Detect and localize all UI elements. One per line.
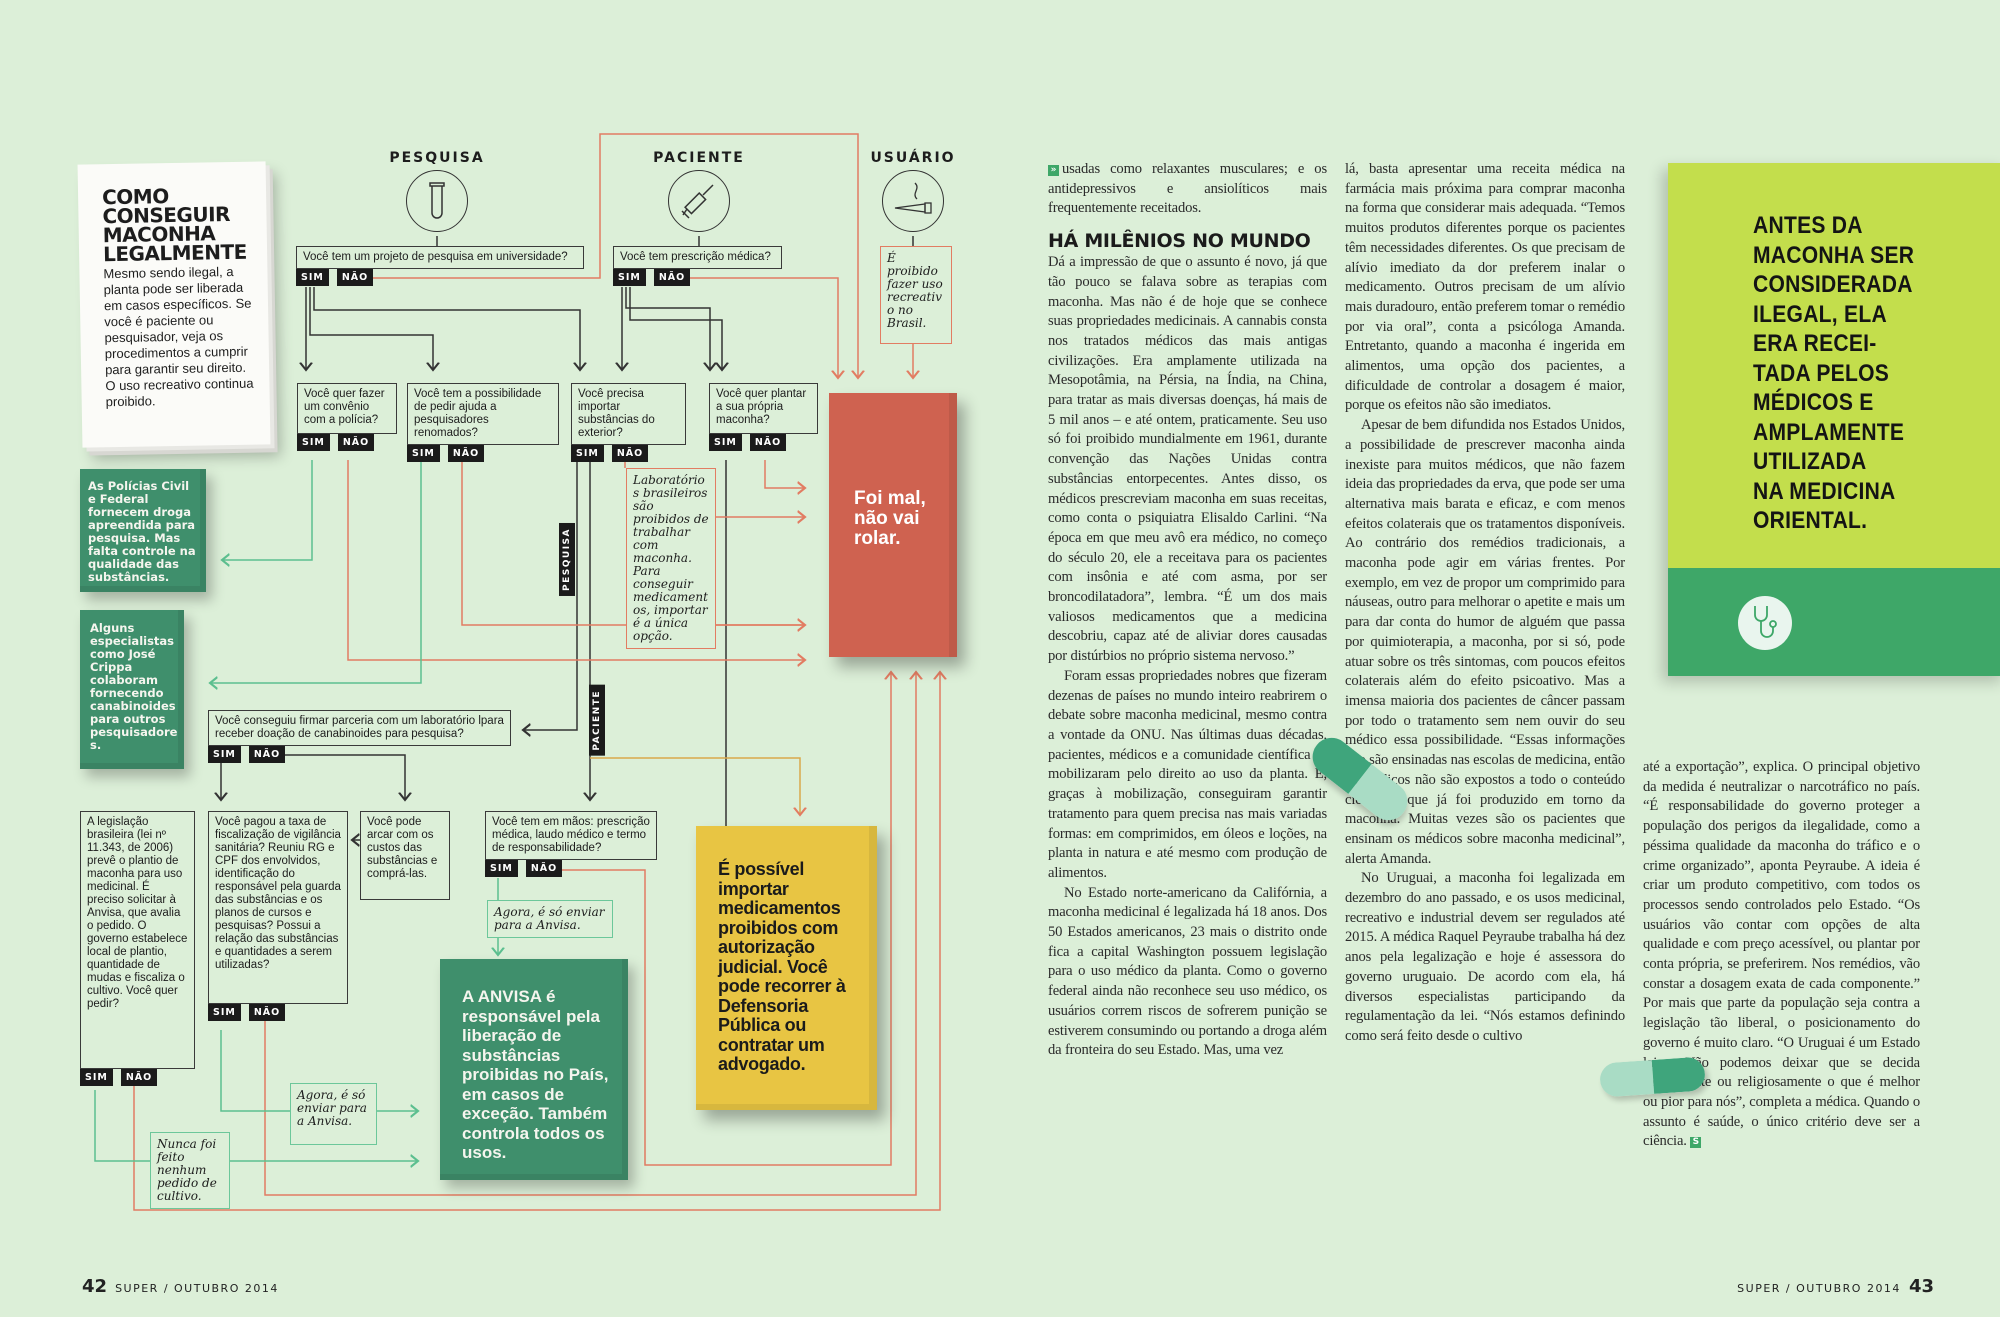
magazine-issue: SUPER / OUTUBRO 2014 (115, 1282, 279, 1295)
question-legislation: A legislação brasileira (lei nº 11.343, … (80, 811, 195, 1086)
pull-quote-text: ANTES DA MACONHA SER CONSIDERADA ILEGAL,… (1753, 212, 1915, 534)
no-button[interactable]: NÃO (337, 434, 375, 451)
article-column-1: » usadas como relaxantes musculares; e os… (1048, 160, 1327, 1061)
category-label: PESQUISA (389, 150, 485, 166)
no-button[interactable]: NÃO (749, 434, 787, 451)
cigarette-icon (882, 170, 944, 232)
laboratories-note: Laboratórios brasileiros são proibidos d… (626, 468, 716, 649)
path-label-research: PESQUISA (559, 523, 575, 596)
never-requested-note: Nunca foi feito nenhum pedido de cultivo… (150, 1132, 230, 1209)
send-anvisa-note: Agora, é só enviar para a Anvisa. (290, 1083, 377, 1145)
anvisa-box: A ANVISA é responsável pela liberação de… (440, 959, 628, 1180)
question-text: Você quer plantar a sua própria maconha? (709, 383, 818, 434)
article-paragraph: lá, basta apresentar uma receita médica … (1345, 161, 1625, 414)
article-paragraph: No Uruguai, a maconha foi legalizada em … (1345, 870, 1625, 1044)
article-paragraph: até a exportação”, explica. O principal … (1643, 759, 1920, 1150)
article-column-2: lá, basta apresentar uma receita médica … (1345, 160, 1625, 1047)
question-text: Você tem prescrição médica? (613, 246, 782, 269)
category-patient: PACIENTE (634, 150, 764, 232)
question-research: Você tem um projeto de pesquisa em unive… (296, 246, 584, 286)
yes-button[interactable]: SIM (297, 434, 330, 451)
no-button[interactable]: NÃO (248, 746, 286, 763)
yes-button[interactable]: SIM (613, 269, 646, 286)
continuation-marker: » (1048, 165, 1059, 176)
question-documents: Você tem em mãos: prescrição médica, lau… (485, 811, 657, 877)
end-mark-icon: S (1690, 1137, 1702, 1149)
no-button[interactable]: NÃO (336, 269, 374, 286)
category-user: USUÁRIO (848, 150, 978, 232)
question-prescription: Você tem prescrição médica? SIM NÃO (613, 246, 782, 286)
article-paragraph: No Estado norte-americano da Califórnia,… (1048, 884, 1327, 1059)
import-judicial-box: É possível importar medicamentos proibid… (696, 826, 877, 1110)
footer-right: SUPER / OUTUBRO 2014 43 (1737, 1276, 1942, 1297)
question-import: Você precisa importar substâncias do ext… (571, 383, 686, 462)
yes-button[interactable]: SIM (208, 1004, 241, 1021)
question-fee: Você pagou a taxa de fiscalização de vig… (208, 811, 348, 1021)
section-heading: HÁ MILÊNIOS NO MUNDO (1048, 230, 1311, 253)
question-plant: Você quer plantar a sua própria maconha?… (709, 383, 818, 451)
yes-button[interactable]: SIM (485, 860, 518, 877)
pull-quote-box: ANTES DA MACONHA SER CONSIDERADA ILEGAL,… (1668, 163, 2000, 676)
intro-text: Mesmo sendo ilegal, a planta pode ser li… (103, 263, 254, 410)
category-label: USUÁRIO (870, 150, 956, 166)
path-label-patient: PACIENTE (589, 685, 605, 756)
yes-button[interactable]: SIM (571, 445, 604, 462)
question-police: Você quer fazer um convênio com a políci… (297, 383, 397, 451)
article-paragraph: usadas como relaxantes musculares; e os … (1048, 161, 1327, 217)
category-label: PACIENTE (653, 150, 745, 166)
question-text: Você precisa importar substâncias do ext… (571, 383, 686, 445)
no-button[interactable]: NÃO (120, 1069, 158, 1086)
no-button[interactable]: NÃO (611, 445, 649, 462)
question-researchers: Você tem a possibilidade de pedir ajuda … (407, 383, 559, 462)
question-text: Você tem em mãos: prescrição médica, lau… (485, 811, 657, 860)
question-lab-partnership: Você conseguiu firmar parceria com um la… (208, 710, 511, 763)
question-text: Você quer fazer um convênio com a políci… (297, 383, 397, 434)
article-column-3: até a exportação”, explica. O principal … (1643, 758, 1920, 1152)
yes-button[interactable]: SIM (407, 445, 440, 462)
send-anvisa-note: Agora, é só enviar para a Anvisa. (487, 900, 613, 938)
question-costs: Você pode arcar com os custos das substâ… (360, 811, 450, 900)
question-text: Você pagou a taxa de fiscalização de vig… (208, 811, 348, 1004)
police-info-box: As Polícias Civil e Federal fornecem dro… (80, 469, 206, 592)
article-paragraph: Foram essas propriedades nobres que fize… (1048, 667, 1327, 881)
no-button[interactable]: NÃO (653, 269, 691, 286)
question-text: A legislação brasileira (lei nº 11.343, … (80, 811, 195, 1069)
intro-title: COMO CONSEGUIR MACONHA LEGALMENTE (101, 184, 247, 267)
article-paragraph: Apesar de bem difundida nos Estados Unid… (1345, 417, 1625, 867)
page-number: 42 (82, 1276, 108, 1297)
syringe-icon (668, 170, 730, 232)
stethoscope-icon (1738, 596, 1792, 650)
yes-button[interactable]: SIM (208, 746, 241, 763)
experts-info-box: Alguns especialistas como José Crippa co… (80, 610, 184, 769)
yes-button[interactable]: SIM (709, 434, 742, 451)
page-number: 43 (1908, 1276, 1934, 1297)
question-text: Você conseguiu firmar parceria com um la… (208, 710, 511, 746)
question-text: Você tem a possibilidade de pedir ajuda … (407, 383, 559, 445)
no-button[interactable]: NÃO (248, 1004, 286, 1021)
intro-card: COMO CONSEGUIR MACONHA LEGALMENTE Mesmo … (77, 161, 271, 448)
note-recreational-prohibited: É proibido fazer uso recreativo no Brasi… (880, 246, 952, 344)
test-tube-icon (406, 170, 468, 232)
article-paragraph: Dá a impressão de que o assunto é novo, … (1048, 254, 1327, 665)
yes-button[interactable]: SIM (80, 1069, 113, 1086)
denied-box: Foi mal, não vai rolar. (829, 393, 957, 657)
question-text: Você tem um projeto de pesquisa em unive… (296, 246, 584, 269)
footer-left: 42 SUPER / OUTUBRO 2014 (74, 1276, 279, 1297)
yes-button[interactable]: SIM (296, 269, 329, 286)
category-research: PESQUISA (372, 150, 502, 232)
no-button[interactable]: NÃO (447, 445, 485, 462)
no-button[interactable]: NÃO (525, 860, 563, 877)
magazine-issue: SUPER / OUTUBRO 2014 (1737, 1282, 1901, 1295)
